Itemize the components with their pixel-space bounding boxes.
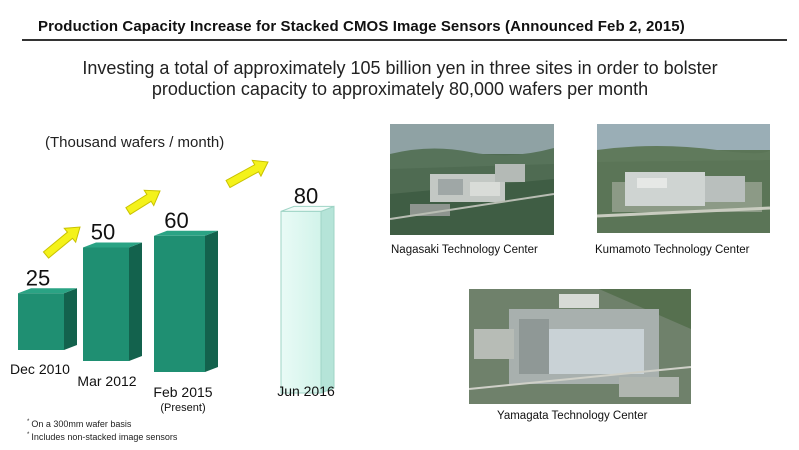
bar-0 xyxy=(18,293,64,350)
bar-0-side xyxy=(64,288,77,350)
bar-3-value-label: 80 xyxy=(294,183,318,208)
footnote-1-mark: * xyxy=(27,419,30,425)
footnote-1-text: On a 300mm wafer basis xyxy=(31,419,132,429)
kumamoto-caption: Kumamoto Technology Center xyxy=(595,244,750,256)
capacity-bar-chart: 25 50 60 80 Dec 2010 Mar 2012 Feb 2015 (Present… xyxy=(10,134,335,414)
bar-2-value-label: 60 xyxy=(164,208,188,233)
bar-1 xyxy=(83,247,129,361)
unit-label: (Thousand wafers / month) xyxy=(45,134,224,151)
bar-1-top xyxy=(83,242,142,248)
footnote-2: * Includes non-stacked image sensors xyxy=(27,432,177,442)
category-label-1: Mar 2012 xyxy=(77,373,136,389)
footnote-1: * On a 300mm wafer basis xyxy=(27,419,131,429)
category-label-0: Dec 2010 xyxy=(10,361,70,377)
footnote-2-mark: * xyxy=(27,432,30,438)
growth-arrow-2 xyxy=(125,189,161,216)
bar-1-side xyxy=(129,242,142,361)
yamagata-photo xyxy=(469,289,691,404)
growth-arrow-1 xyxy=(42,226,81,259)
bar-1-value-label: 50 xyxy=(91,220,115,245)
bar-0-value-label: 25 xyxy=(26,265,50,290)
yamagata-caption: Yamagata Technology Center xyxy=(497,410,648,422)
bar-3-side xyxy=(320,205,335,394)
nagasaki-photo xyxy=(390,124,554,235)
bar-3 xyxy=(280,210,322,394)
title-bar: Production Capacity Increase for Stacked… xyxy=(22,7,787,41)
subtitle-line-1: Investing a total of approximately 105 b… xyxy=(82,58,718,78)
bar-0-top xyxy=(18,288,77,294)
bar-2-side xyxy=(205,230,218,372)
category-sublabel-2: (Present) xyxy=(160,402,205,414)
kumamoto-photo xyxy=(597,124,770,233)
category-label-2: Feb 2015 xyxy=(153,384,212,400)
bar-2 xyxy=(154,235,205,372)
category-label-3: Jun 2016 xyxy=(277,383,335,399)
subtitle-line-2: production capacity to approximately 80,… xyxy=(151,79,649,99)
subtitle: Investing a total of approximately 105 b… xyxy=(40,58,760,100)
bar-2-top xyxy=(154,230,218,236)
growth-arrow-3 xyxy=(225,159,269,189)
nagasaki-caption: Nagasaki Technology Center xyxy=(391,244,538,256)
footnote-2-text: Includes non-stacked image sensors xyxy=(31,432,178,442)
page-title: Production Capacity Increase for Stacked… xyxy=(38,18,685,35)
